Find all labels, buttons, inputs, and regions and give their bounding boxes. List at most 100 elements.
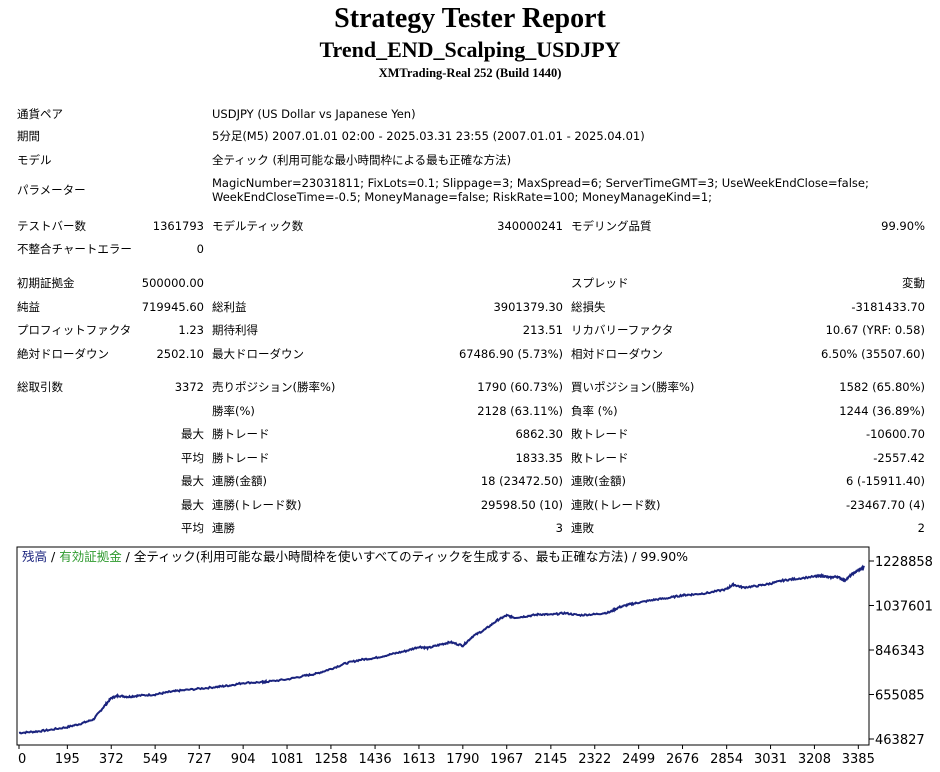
avg-consec-loss-value: 2 [917,521,925,535]
consec-loss-trades-value: -23467.70 (4) [846,498,925,512]
chart-legend: 残高 / 有効証拠金 / 全ティック(利用可能な最小時間枠を使いすべてのティック… [22,549,688,565]
largest-loss-label: 敗トレード [571,427,629,441]
expected-payoff-value: 213.51 [522,323,563,337]
spread-label: スプレッド [571,276,629,290]
x-tick-label: 0 [18,752,26,767]
params-label: パラメーター [17,183,86,197]
max-dd-label: 最大ドローダウン [212,347,304,361]
avg-loss-label: 敗トレード [571,451,629,465]
legend-equity: 有効証拠金 [59,549,122,564]
y-axis: 1228858 1037601 846343 655085 463827 [869,555,933,748]
x-tick-label: 2322 [578,752,611,767]
gross-loss-label: 総損失 [571,300,606,314]
avg-consec-label: 平均 [181,521,204,535]
average-label: 平均 [181,451,204,465]
mismatch-value: 0 [196,242,204,256]
x-tick-label: 2145 [534,752,567,767]
period-label: 期間 [17,129,40,143]
model-value: 全ティック (利用可能な最小時間枠による最も正確な方法) [212,153,512,167]
x-tick-label: 2676 [666,752,699,767]
chart-plot-area [16,546,870,746]
short-positions-label: 売りポジション(勝率%) [212,380,336,394]
x-tick-label: 549 [143,752,168,767]
largest-loss-value: -10600.70 [865,427,925,441]
largest-win-label: 勝トレード [212,427,270,441]
consec-win-trades-value: 29598.50 (10) [480,498,563,512]
test-bars-label: テストバー数 [17,219,86,233]
rel-dd-value: 6.50% (35507.60) [820,347,925,361]
gross-profit-value: 3901379.30 [493,300,563,314]
profit-factor-value: 1.23 [178,323,204,337]
short-positions-value: 1790 (60.73%) [477,380,563,394]
avg-loss-value: -2557.42 [873,451,925,465]
loss-rate-value: 1244 (36.89%) [839,404,925,418]
win-rate-label: 勝率(%) [212,404,255,418]
max-consec-trades-label: 最大 [181,498,204,512]
x-tick-label: 1258 [314,752,347,767]
consec-loss-trades-label: 連敗(トレード数) [571,498,661,512]
win-rate-value: 2128 (63.11%) [477,404,563,418]
total-trades-value: 3372 [174,380,204,394]
x-tick-label: 1967 [490,752,523,767]
x-tick-label: 2499 [622,752,655,767]
largest-win-value: 6862.30 [515,427,563,441]
chart-series [18,564,865,735]
consec-loss-amt-label: 連敗(金額) [571,474,626,488]
x-tick-label: 1436 [359,752,392,767]
x-tick-label: 195 [55,752,80,767]
max-consec-amt-label: 最大 [181,474,204,488]
initial-deposit-value: 500000.00 [141,276,204,290]
initial-deposit-label: 初期証拠金 [17,276,75,290]
avg-win-label: 勝トレード [212,451,270,465]
consec-loss-amt-value: 6 (-15911.40) [846,474,925,488]
x-tick-label: 1790 [446,752,479,767]
long-positions-value: 1582 (65.80%) [839,380,925,394]
expected-payoff-label: 期待利得 [212,323,258,337]
gross-loss-value: -3181433.70 [851,300,925,314]
x-tick-label: 904 [231,752,256,767]
consec-win-amt-value: 18 (23472.50) [480,474,563,488]
profit-factor-label: プロフィットファクタ [17,323,132,337]
model-label: モデル [17,153,52,167]
gross-profit-label: 総利益 [212,300,247,314]
total-trades-label: 総取引数 [17,380,63,394]
x-tick-label: 1081 [270,752,303,767]
avg-consec-win-value: 3 [555,521,563,535]
x-tick-label: 1613 [402,752,435,767]
net-profit-value: 719945.60 [141,300,204,314]
y-tick-label: 846343 [875,644,925,659]
params-line-2: WeekEndCloseTime=-0.5; MoneyManage=false… [212,190,713,204]
x-tick-label: 3031 [754,752,787,767]
y-tick-label: 463827 [875,733,925,748]
avg-win-value: 1833.35 [515,451,563,465]
x-axis: 0 195 372 549 727 904 1081 1258 1436 1613 1790 1967… [18,745,875,767]
x-tick-label: 3385 [842,752,875,767]
pair-label: 通貨ペア [17,107,63,121]
modeling-quality-label: モデリング品質 [571,219,652,233]
largest-label: 最大 [181,427,204,441]
server-build: XMTrading-Real 252 (Build 1440) [378,66,562,80]
y-tick-label: 1037601 [875,599,933,614]
x-tick-label: 727 [187,752,212,767]
balance-line [18,564,865,735]
model-ticks-value: 340000241 [497,219,563,233]
long-positions-label: 買いポジション(勝率%) [571,380,695,394]
net-profit-label: 純益 [17,300,40,314]
legend-separator: / [47,549,60,564]
mismatch-label: 不整合チャートエラー [17,242,132,256]
x-tick-label: 2854 [710,752,743,767]
loss-rate-label: 負率 (%) [571,404,618,418]
consec-win-trades-label: 連勝(トレード数) [212,498,302,512]
legend-balance: 残高 [22,549,48,564]
period-value: 5分足(M5) 2007.01.01 02:00 - 2025.03.31 23… [212,129,645,143]
y-tick-label: 655085 [875,688,925,703]
rel-dd-label: 相対ドローダウン [571,347,663,361]
legend-model-text: / 全ティック(利用可能な最小時間枠を使いすべてのティックを生成する、最も正確な… [121,549,689,564]
y-tick-label: 1228858 [875,555,933,570]
report-title: Strategy Tester Report [334,3,606,34]
model-ticks-label: モデルティック数 [212,219,304,233]
ea-name: Trend_END_Scalping_USDJPY [319,37,621,62]
consec-win-amt-label: 連勝(金額) [212,474,267,488]
x-tick-label: 372 [99,752,124,767]
balance-chart: 1228858 1037601 846343 655085 463827 0 195 372… [16,546,933,767]
